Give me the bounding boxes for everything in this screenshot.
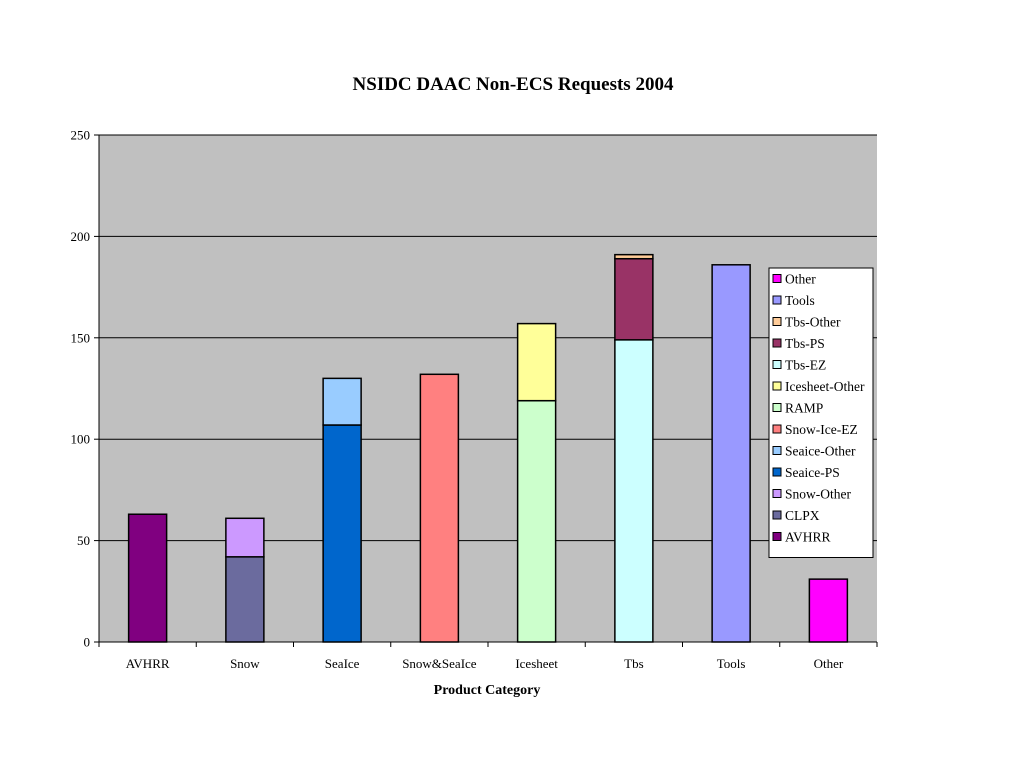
legend-swatch — [772, 532, 782, 541]
bar-segment-snow-other — [225, 517, 265, 558]
legend-swatch — [772, 338, 782, 348]
bar-segment-ramp — [516, 399, 557, 643]
chart-title: NSIDC DAAC Non-ECS Requests 2004 — [353, 74, 674, 95]
x-tick-label: Other — [814, 656, 844, 671]
bar-segment-other — [808, 578, 849, 643]
y-tick-label: 200 — [71, 229, 91, 244]
bar-segment-clpx — [225, 556, 265, 643]
x-tick-label: AVHRR — [126, 656, 170, 671]
legend-swatch — [772, 489, 782, 498]
legend-label: Snow-Ice-EZ — [785, 422, 858, 437]
legend-swatch — [772, 295, 782, 305]
y-tick-label: 0 — [84, 635, 91, 650]
legend-label: Icesheet-Other — [785, 379, 865, 394]
bar-segment-icesheet-other — [516, 322, 557, 402]
legend-swatch — [772, 510, 782, 520]
bar-segment-tbs-ez — [614, 339, 654, 643]
x-tick-label: Icesheet — [515, 656, 558, 671]
y-tick-label: 50 — [77, 533, 90, 548]
legend-swatch — [772, 360, 782, 369]
y-tick-label: 150 — [71, 330, 91, 345]
legend-label: CLPX — [785, 508, 820, 523]
plot-area — [99, 135, 877, 642]
legend-label: Tbs-EZ — [785, 358, 826, 373]
x-tick-label: SeaIce — [325, 656, 360, 671]
x-tick-label: Tools — [717, 656, 746, 671]
legend-swatch — [772, 446, 782, 455]
legend-label: Other — [785, 272, 816, 287]
legend-label: Snow-Other — [785, 487, 851, 502]
legend-box — [768, 267, 874, 558]
legend-swatch — [772, 424, 782, 434]
y-tick-label: 250 — [71, 128, 91, 143]
bar-segment-seaice-ps — [322, 424, 362, 643]
x-axis-ticks: AVHRR Snow SeaIce Snow&SeaIce Icesheet Tbs Too… — [98, 642, 878, 671]
legend-label: Tbs-PS — [785, 336, 825, 351]
legend-label: Seaice-Other — [785, 444, 856, 459]
bar-segment-seaice-other — [322, 377, 362, 426]
bar-segment-avhrr — [127, 513, 168, 643]
x-tick-label: Tbs — [624, 656, 644, 671]
bar-segment-tools — [711, 264, 751, 643]
legend-label: Tools — [785, 293, 815, 308]
y-axis-ticks: 0 50 100 150 200 250 — [71, 128, 99, 650]
x-tick-label: Snow&SeaIce — [402, 656, 477, 671]
bar-segment-tbs-other — [614, 253, 654, 260]
y-tick-label: 100 — [71, 432, 91, 447]
bar-segment-tbs-ps — [614, 257, 654, 341]
legend-label: Tbs-Other — [785, 315, 841, 330]
bars — [127, 253, 849, 643]
legend-label: AVHRR — [785, 530, 831, 545]
legend-swatch — [772, 403, 782, 412]
legend-swatch — [772, 274, 782, 283]
legend-label: RAMP — [785, 401, 823, 416]
legend-swatch — [772, 467, 782, 477]
legend-swatch — [772, 381, 782, 391]
bar-segment-snow-ice-ez — [419, 373, 460, 643]
legend-swatch — [772, 317, 782, 326]
legend-label: Seaice-PS — [785, 465, 840, 480]
legend: Other Tools Tbs-Other Tbs-PS Tbs-EZ Icesheet-… — [768, 267, 874, 558]
x-axis-title: Product Category — [434, 683, 541, 698]
x-tick-label: Snow — [230, 656, 260, 671]
